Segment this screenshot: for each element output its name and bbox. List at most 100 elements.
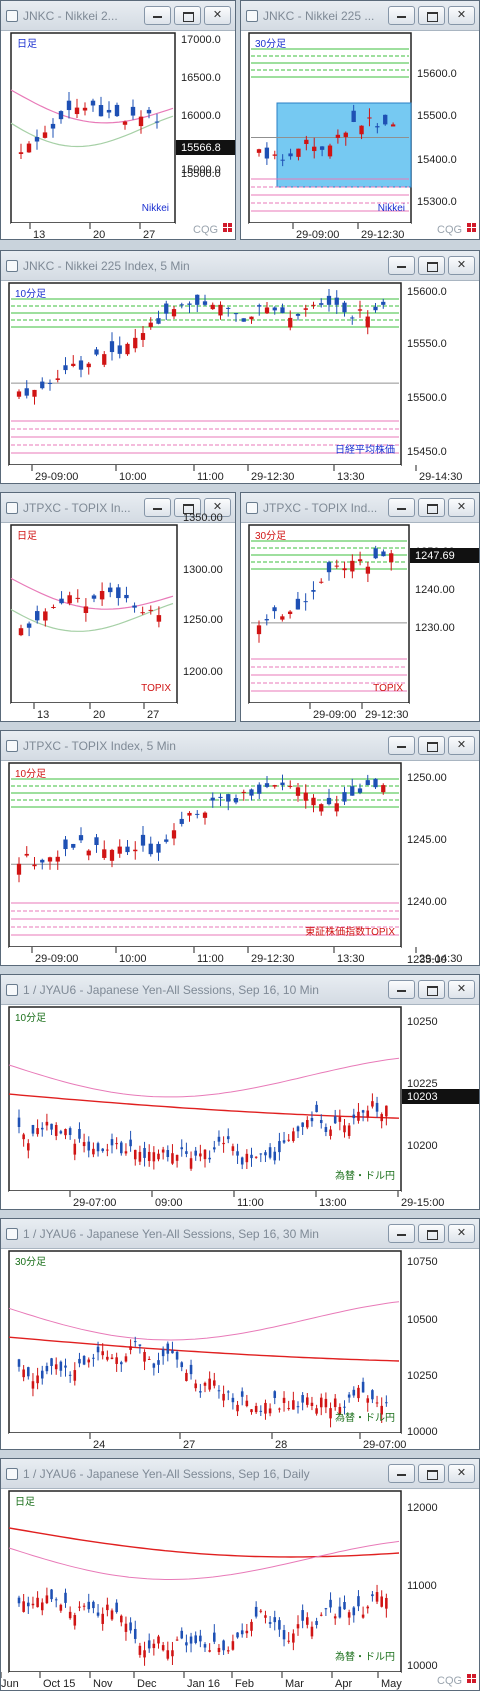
- close-button[interactable]: [448, 256, 475, 275]
- window-titlebar[interactable]: JNKC - Nikkei 225 Index, 5 Min: [1, 251, 479, 281]
- close-button[interactable]: [204, 498, 231, 517]
- x-axis-label: 29-09:00: [313, 709, 356, 721]
- candlestick: [226, 1650, 230, 1652]
- candlestick: [210, 304, 215, 310]
- candlestick: [187, 303, 192, 305]
- minimize-button[interactable]: [144, 6, 171, 25]
- close-button[interactable]: [448, 736, 475, 755]
- minimize-button[interactable]: [388, 980, 415, 999]
- candlestick: [157, 1360, 160, 1365]
- candlestick: [117, 345, 122, 354]
- minimize-button[interactable]: [388, 498, 415, 517]
- chart-canvas[interactable]: 15600.0 15500.0 15400.0 15300.0 29-09:00 29-1…: [241, 1, 480, 240]
- chart-canvas[interactable]: 10750 10500 10250 10000 24 27 28 29-07:00 30分足為替…: [1, 1219, 480, 1450]
- chart-window-nikkei-daily[interactable]: JNKC - Nikkei 2... 17000.0 16500.0 16000.0…: [0, 0, 236, 240]
- maximize-button[interactable]: [418, 1464, 445, 1483]
- minimize-button[interactable]: [388, 736, 415, 755]
- candlestick: [166, 1150, 170, 1158]
- chart-window-yen-10min[interactable]: 1 / JYAU6 - Japanese Yen-All Sessions, S…: [0, 974, 480, 1210]
- maximize-button[interactable]: [174, 6, 201, 25]
- chart-canvas[interactable]: 1250.00 1245.00 1240.00 1235.00 29-09:00 10:0…: [1, 731, 480, 966]
- maximize-button[interactable]: [418, 736, 445, 755]
- maximize-button[interactable]: [418, 498, 445, 517]
- candlestick: [319, 581, 324, 583]
- chart-window-topix-daily[interactable]: JTPXC - TOPIX In... 1350.00 1300.00 1250.0…: [0, 492, 236, 722]
- window-titlebar[interactable]: 1 / JYAU6 - Japanese Yen-All Sessions, S…: [1, 1459, 479, 1489]
- maximize-button[interactable]: [418, 1224, 445, 1243]
- candlestick: [63, 365, 68, 371]
- minimize-button[interactable]: [388, 6, 415, 25]
- maximize-button[interactable]: [418, 256, 445, 275]
- minimize-button[interactable]: [388, 256, 415, 275]
- window-titlebar[interactable]: 1 / JYAU6 - Japanese Yen-All Sessions, S…: [1, 1219, 479, 1249]
- candlestick: [195, 813, 200, 815]
- moving-average-line: [8, 1540, 400, 1580]
- candlestick: [303, 601, 308, 603]
- cqg-logo-mark: [228, 223, 232, 227]
- candlestick: [185, 1642, 188, 1646]
- chart-period-label: 10分足: [15, 1012, 46, 1024]
- chart-window-yen-daily[interactable]: 1 / JYAU6 - Japanese Yen-All Sessions, S…: [0, 1458, 480, 1691]
- close-button[interactable]: [448, 1464, 475, 1483]
- candlestick: [189, 1158, 193, 1169]
- close-button[interactable]: [204, 6, 231, 25]
- candlestick: [357, 1596, 360, 1607]
- chart-canvas[interactable]: 15600.015550.015500.015450.015400.029-09…: [1, 251, 480, 484]
- chart-window-nikkei-30min[interactable]: JNKC - Nikkei 225 ... 15600.0 15500.0 1540…: [240, 0, 480, 240]
- maximize-button[interactable]: [418, 980, 445, 999]
- chart-window-topix-30min[interactable]: JTPXC - TOPIX Ind... 1250.001240.001230.…: [240, 492, 480, 722]
- candlestick: [50, 1358, 53, 1366]
- candlestick: [311, 590, 316, 592]
- candlestick: [326, 797, 332, 805]
- plot-area[interactable]: [8, 282, 402, 466]
- candlestick: [236, 1404, 239, 1412]
- candlestick: [99, 590, 105, 600]
- plot-area[interactable]: [8, 762, 402, 948]
- maximize-button[interactable]: [418, 6, 445, 25]
- close-button[interactable]: [448, 6, 475, 25]
- close-button[interactable]: [448, 1224, 475, 1243]
- candlestick: [256, 625, 262, 635]
- candlestick: [288, 317, 293, 328]
- chart-canvas[interactable]: 12000 11000 10000 Oct 15 Nov Dec Jan 16 Feb Mar A…: [1, 1459, 480, 1691]
- window-titlebar[interactable]: JTPXC - TOPIX In...: [1, 493, 235, 523]
- window-titlebar[interactable]: JNKC - Nikkei 2...: [1, 1, 235, 31]
- chart-instrument-label: TOPIX: [373, 683, 403, 694]
- chart-window-yen-30min[interactable]: 1 / JYAU6 - Japanese Yen-All Sessions, S…: [0, 1218, 480, 1450]
- window-titlebar[interactable]: 1 / JYAU6 - Japanese Yen-All Sessions, S…: [1, 975, 479, 1005]
- candlestick: [78, 835, 84, 841]
- candlestick: [74, 107, 80, 115]
- chart-canvas[interactable]: 1350.00 1300.00 1250.00 1200.00 13 20 27 日足 TOPI…: [1, 493, 236, 722]
- candlestick: [361, 1110, 365, 1113]
- window-titlebar[interactable]: JTPXC - TOPIX Index, 5 Min: [1, 731, 479, 761]
- minimize-button[interactable]: [388, 1464, 415, 1483]
- candlestick: [365, 780, 370, 786]
- chart-canvas[interactable]: 1250.001240.001230.0029-09:0029-12:3030分…: [241, 493, 480, 722]
- minimize-button[interactable]: [388, 1224, 415, 1243]
- candlestick: [240, 1157, 244, 1165]
- window-titlebar[interactable]: JTPXC - TOPIX Ind...: [241, 493, 479, 523]
- chart-canvas[interactable]: 10250 10225 10200 29-07:00 09:00 11:00 13:00 29…: [1, 975, 480, 1210]
- chart-window-topix-5min[interactable]: JTPXC - TOPIX Index, 5 Min 1250.00 1245.0…: [0, 730, 480, 966]
- x-axis-label: 27: [143, 229, 155, 240]
- candlestick: [36, 1375, 39, 1384]
- minimize-button[interactable]: [144, 498, 171, 517]
- candlestick: [32, 864, 37, 867]
- candlestick: [185, 1151, 188, 1154]
- chart-period-label: 日足: [15, 1496, 35, 1508]
- plot-area[interactable]: [8, 1490, 402, 1673]
- maximize-button[interactable]: [174, 498, 201, 517]
- close-button[interactable]: [448, 980, 475, 999]
- candlestick: [231, 1397, 235, 1403]
- candlestick: [350, 560, 355, 572]
- window-titlebar[interactable]: JNKC - Nikkei 225 ...: [241, 1, 479, 31]
- candlestick: [86, 363, 91, 368]
- plot-area[interactable]: [10, 32, 176, 224]
- chart-period-label: 30分足: [15, 1256, 46, 1268]
- window-title: 1 / JYAU6 - Japanese Yen-All Sessions, S…: [23, 1227, 319, 1241]
- candlestick: [250, 1409, 253, 1413]
- candlestick: [217, 1390, 221, 1392]
- close-button[interactable]: [448, 498, 475, 517]
- chart-window-nikkei-5min[interactable]: JNKC - Nikkei 225 Index, 5 Min 15600.0 15…: [0, 250, 480, 484]
